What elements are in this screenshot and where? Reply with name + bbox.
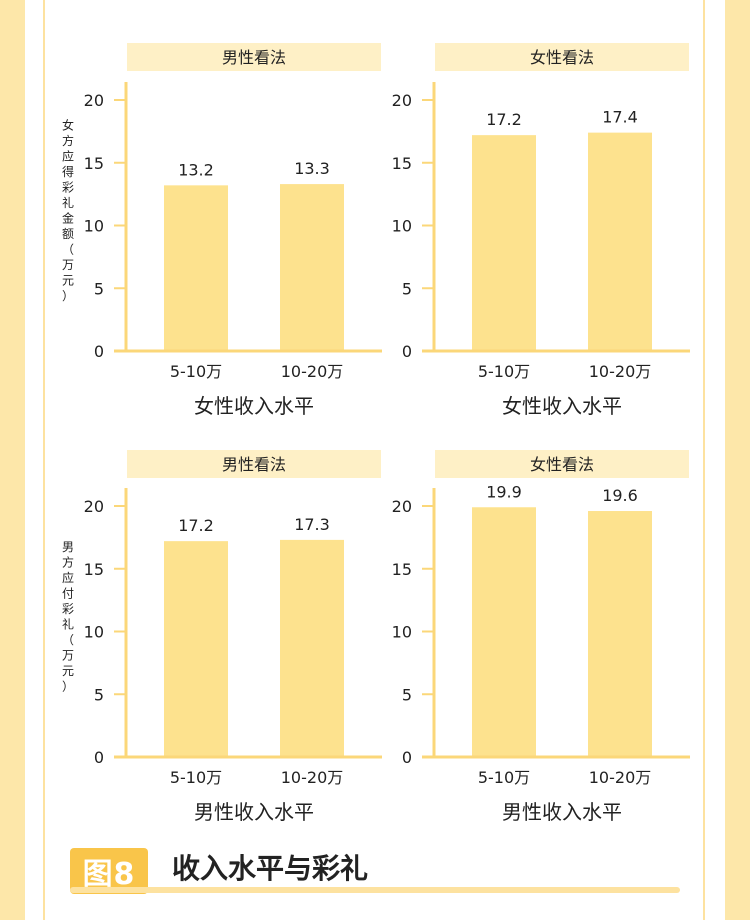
chart-3-y-tick-label: 0 (94, 748, 104, 767)
chart-3-bar-1 (164, 541, 228, 756)
chart-2-bar-1 (472, 135, 536, 350)
figure-title-underline (70, 887, 680, 893)
chart-1-x-axis-title: 女性收入水平 (194, 394, 314, 418)
chart-4-data-label-1: 19.9 (486, 482, 522, 501)
figure-number-badge: 图8 (70, 848, 148, 894)
chart-3-category-label-2: 10-20万 (281, 768, 344, 787)
chart-3-y-tick-label: 15 (84, 560, 104, 579)
chart-1-title: 男性看法 (222, 48, 286, 67)
chart-2-title: 女性看法 (530, 48, 594, 67)
left-border-line (43, 0, 45, 920)
chart-4-bar-1 (472, 507, 536, 756)
chart-4-header-band (435, 450, 689, 478)
chart-1-data-label-1: 13.2 (178, 160, 214, 179)
chart-1-data-label-2: 13.3 (294, 159, 330, 178)
chart-3-data-label-1: 17.2 (178, 516, 214, 535)
chart-4-y-tick-label: 15 (392, 560, 412, 579)
chart-2-y-tick-label: 0 (402, 342, 412, 361)
chart-1-y-tick-label: 0 (94, 342, 104, 361)
chart-2-y-tick-label: 5 (402, 279, 412, 298)
chart-2-bar-2 (588, 132, 652, 350)
right-border-line (703, 0, 705, 920)
chart-2-header-band (435, 43, 689, 71)
chart-1-category-label-1: 5-10万 (170, 362, 222, 381)
chart-1-header-band (127, 43, 381, 71)
chart-3-category-label-1: 5-10万 (170, 768, 222, 787)
chart-4-y-tick-label: 0 (402, 748, 412, 767)
chart-1-category-label-2: 10-20万 (281, 362, 344, 381)
chart-2-data-label-2: 17.4 (602, 108, 638, 127)
chart-1-y-tick-label: 20 (84, 91, 104, 110)
chart-4-y-tick-label: 5 (402, 685, 412, 704)
chart-4-title: 女性看法 (530, 455, 594, 474)
chart-2-x-axis-title: 女性收入水平 (502, 394, 622, 418)
chart-1-y-axis-title: 女方应得彩礼金额（万元） (62, 118, 74, 304)
chart-4-category-label-2: 10-20万 (589, 768, 652, 787)
chart-1-y-tick-label: 15 (84, 154, 104, 173)
chart-3-y-tick-label: 20 (84, 497, 104, 516)
chart-2-y-tick-label: 10 (392, 217, 412, 236)
chart-3-header-band (127, 450, 381, 478)
chart-1-bar-1 (164, 185, 228, 350)
figure-title: 收入水平与彩礼 (172, 852, 369, 885)
chart-2-y-tick-label: 15 (392, 154, 412, 173)
chart-4-bar-2 (588, 511, 652, 756)
chart-4-y-tick-label: 10 (392, 623, 412, 642)
chart-3-data-label-2: 17.3 (294, 515, 330, 534)
chart-2-category-label-1: 5-10万 (478, 362, 530, 381)
chart-2-category-label-2: 10-20万 (589, 362, 652, 381)
chart-3-y-axis-title: 男方应付彩礼（万元） (62, 540, 74, 694)
chart-4-category-label-1: 5-10万 (478, 768, 530, 787)
right-border-band (725, 0, 750, 920)
chart-1-bar-2 (280, 184, 344, 350)
chart-1-y-tick-label: 5 (94, 279, 104, 298)
chart-3-title: 男性看法 (222, 455, 286, 474)
chart-3-y-tick-label: 10 (84, 623, 104, 642)
chart-2-data-label-1: 17.2 (486, 110, 522, 129)
chart-4-data-label-2: 19.6 (602, 486, 638, 505)
chart-4-x-axis-title: 男性收入水平 (502, 800, 622, 824)
chart-1-y-tick-label: 10 (84, 217, 104, 236)
chart-2-y-tick-label: 20 (392, 91, 412, 110)
chart-3-y-tick-label: 5 (94, 685, 104, 704)
left-border-band (0, 0, 25, 920)
chart-3-x-axis-title: 男性收入水平 (194, 800, 314, 824)
chart-4-y-tick-label: 20 (392, 497, 412, 516)
chart-3-bar-2 (280, 539, 344, 756)
